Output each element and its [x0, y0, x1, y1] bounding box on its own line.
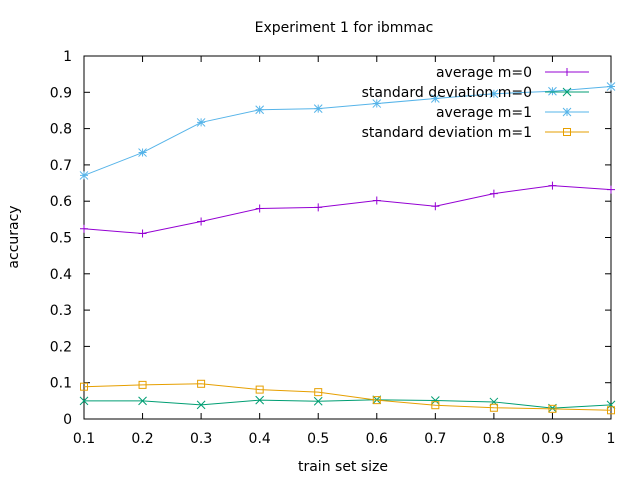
data-point — [138, 380, 147, 389]
legend-marker — [562, 87, 572, 97]
data-point — [314, 388, 323, 397]
series-layer — [79, 82, 616, 415]
data-point — [431, 202, 440, 211]
series-0 — [80, 181, 615, 238]
data-point — [138, 148, 147, 157]
legend-label: standard deviation m=1 — [362, 125, 532, 141]
y-tick-label: 0.6 — [50, 194, 72, 210]
y-tick-label: 0.5 — [50, 231, 72, 247]
data-point — [372, 196, 381, 205]
data-point — [255, 204, 264, 213]
chart-title: Experiment 1 for ibmmac — [255, 20, 434, 36]
legend-label: average m=0 — [436, 65, 532, 81]
axes: 00.10.20.30.40.50.60.70.80.910.1 0.2 0.3 0.… — [50, 49, 616, 447]
series-3 — [80, 379, 615, 415]
y-tick-label: 0.2 — [50, 339, 72, 355]
data-point — [607, 185, 615, 194]
x-tick-label: 0.1 — [73, 431, 95, 447]
series-line — [83, 85, 612, 176]
x-tick-label: 0.7 — [424, 431, 446, 447]
x-tick-label: 0.4 — [249, 431, 271, 447]
y-tick-label: 0.1 — [50, 376, 72, 392]
y-tick-label: 0.8 — [50, 122, 72, 138]
y-tick-label: 1 — [63, 49, 72, 65]
legend-marker — [563, 68, 571, 76]
x-tick-label: 0.3 — [190, 431, 212, 447]
legend-marker — [562, 107, 572, 117]
y-axis-label: accuracy — [6, 205, 22, 268]
y-tick-label: 0.7 — [50, 158, 72, 174]
x-tick-label: 1 — [607, 431, 616, 447]
data-point — [548, 86, 557, 96]
data-point — [372, 396, 381, 405]
legend-marker — [563, 128, 571, 136]
data-point — [79, 396, 89, 406]
data-point — [489, 89, 499, 99]
y-tick-label: 0 — [63, 412, 72, 428]
data-point — [313, 104, 323, 113]
data-point — [489, 189, 498, 198]
data-point — [606, 400, 616, 410]
data-point — [430, 396, 440, 405]
x-axis-label: train set size — [298, 459, 388, 475]
data-point — [138, 229, 147, 238]
data-point — [431, 401, 440, 410]
data-point — [197, 217, 206, 226]
data-point — [80, 382, 88, 391]
y-tick-label: 0.3 — [50, 303, 72, 319]
data-point — [255, 105, 265, 115]
data-point — [489, 403, 498, 412]
data-point — [430, 94, 440, 103]
series-line — [84, 399, 612, 409]
data-point — [607, 406, 615, 415]
x-tick-label: 0.5 — [307, 431, 329, 447]
series-line — [83, 383, 612, 411]
data-point — [548, 404, 557, 413]
y-tick-label: 0.4 — [50, 267, 72, 283]
x-tick-label: 0.6 — [366, 431, 388, 447]
data-point — [80, 224, 88, 233]
y-tick-label: 0.9 — [50, 85, 72, 101]
x-tick-label: 0.9 — [541, 431, 563, 447]
data-point — [197, 379, 206, 388]
data-point — [313, 396, 323, 406]
data-point — [196, 118, 206, 127]
series-line — [83, 185, 612, 235]
data-point — [138, 396, 147, 406]
series-1 — [79, 395, 616, 413]
data-point — [255, 395, 265, 405]
data-point — [314, 203, 323, 212]
data-point — [196, 400, 206, 410]
legend-label: average m=1 — [436, 105, 532, 121]
data-point — [606, 82, 616, 91]
x-tick-label: 0.2 — [131, 431, 153, 447]
legend: average m=0 standard deviation m=0 average… — [362, 65, 589, 141]
legend-label: standard deviation m=0 — [362, 85, 532, 101]
data-point — [255, 385, 264, 394]
x-tick-label: 0.8 — [483, 431, 505, 447]
data-point — [79, 171, 89, 180]
series-2 — [79, 82, 616, 180]
data-point — [372, 99, 382, 108]
data-point — [548, 181, 557, 190]
